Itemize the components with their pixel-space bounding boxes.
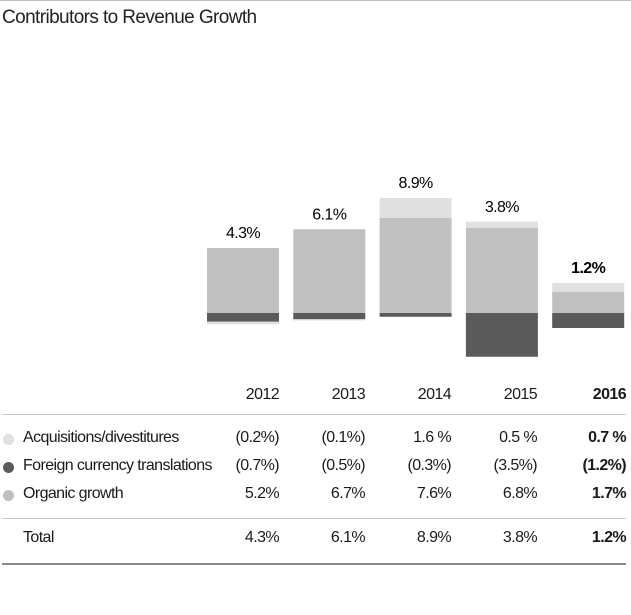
year-header: 2012 bbox=[245, 386, 280, 403]
year-header: 2015 bbox=[503, 386, 538, 403]
total-cell: 3.8% bbox=[502, 529, 538, 546]
bar-segment-foreign-currency-translations-2015 bbox=[465, 313, 538, 357]
total-cell: 8.9% bbox=[416, 529, 452, 546]
total-rule bbox=[2, 518, 626, 519]
table-cell: (0.7%) bbox=[235, 457, 279, 474]
table-cell: (0.2%) bbox=[235, 429, 279, 446]
bar-segment-acquisitions-divestitures-2013 bbox=[293, 319, 366, 321]
table-cell: 6.7% bbox=[330, 485, 366, 502]
legend-swatch-icon bbox=[3, 434, 14, 445]
total-cell: 1.2% bbox=[591, 529, 627, 546]
total-label: 8.9% bbox=[399, 175, 433, 192]
bar-segment-acquisitions-divestitures-2012 bbox=[207, 321, 279, 325]
bar-chart: 4.3% 6.1% 8.9% 3.8% 1.2% bbox=[207, 175, 625, 357]
legend-swatch-icon bbox=[3, 462, 14, 473]
legend-label: Organic growth bbox=[23, 485, 124, 502]
bar-segment-organic-growth-2015 bbox=[465, 228, 538, 313]
table-cell: 1.7% bbox=[591, 485, 627, 502]
table-cell: 0.5 % bbox=[499, 429, 538, 446]
table-top-rule bbox=[2, 414, 626, 415]
table-cell: (0.3%) bbox=[407, 457, 451, 474]
bar-segment-acquisitions-divestitures-2016 bbox=[552, 283, 625, 292]
bar-segment-organic-growth-2016 bbox=[552, 291, 625, 313]
table-cell: (0.5%) bbox=[321, 457, 365, 474]
legend-swatch-icon bbox=[3, 490, 14, 501]
total-label: 4.3% bbox=[226, 225, 260, 242]
total-cell: 4.3% bbox=[244, 529, 280, 546]
year-header: 2016 bbox=[592, 386, 627, 403]
bar-segment-organic-growth-2012 bbox=[207, 248, 279, 313]
table-cell: 5.2% bbox=[244, 485, 280, 502]
legend-label: Foreign currency translations bbox=[23, 457, 213, 474]
year-header: 2013 bbox=[331, 386, 366, 403]
total-row-label: Total bbox=[23, 529, 54, 546]
chart-title: Contributors to Revenue Growth bbox=[2, 7, 257, 28]
bar-segment-acquisitions-divestitures-2014 bbox=[379, 198, 452, 218]
bar-segment-foreign-currency-translations-2016 bbox=[552, 313, 625, 328]
total-label: 6.1% bbox=[312, 206, 346, 223]
bar-segment-foreign-currency-translations-2013 bbox=[293, 313, 366, 320]
table-cell: 1.6 % bbox=[413, 429, 452, 446]
bar-segment-foreign-currency-translations-2014 bbox=[379, 313, 452, 317]
table-cell: (1.2%) bbox=[582, 457, 626, 474]
table-cell: (0.1%) bbox=[321, 429, 365, 446]
table-cell: (3.5%) bbox=[493, 457, 537, 474]
legend-label: Acquisitions/divestitures bbox=[23, 429, 179, 446]
bar-segment-acquisitions-divestitures-2015 bbox=[465, 221, 538, 228]
total-label: 1.2% bbox=[571, 260, 605, 277]
table-cell: 7.6% bbox=[416, 485, 452, 502]
total-cell: 6.1% bbox=[330, 529, 366, 546]
bar-segment-organic-growth-2014 bbox=[379, 218, 452, 313]
year-header: 2014 bbox=[417, 386, 452, 403]
table-bottom-rule bbox=[2, 563, 626, 565]
total-label: 3.8% bbox=[485, 199, 519, 216]
bar-segment-organic-growth-2013 bbox=[293, 229, 366, 313]
table-cell: 0.7 % bbox=[588, 429, 627, 446]
bar-segment-foreign-currency-translations-2012 bbox=[207, 313, 279, 322]
table-cell: 6.8% bbox=[502, 485, 538, 502]
